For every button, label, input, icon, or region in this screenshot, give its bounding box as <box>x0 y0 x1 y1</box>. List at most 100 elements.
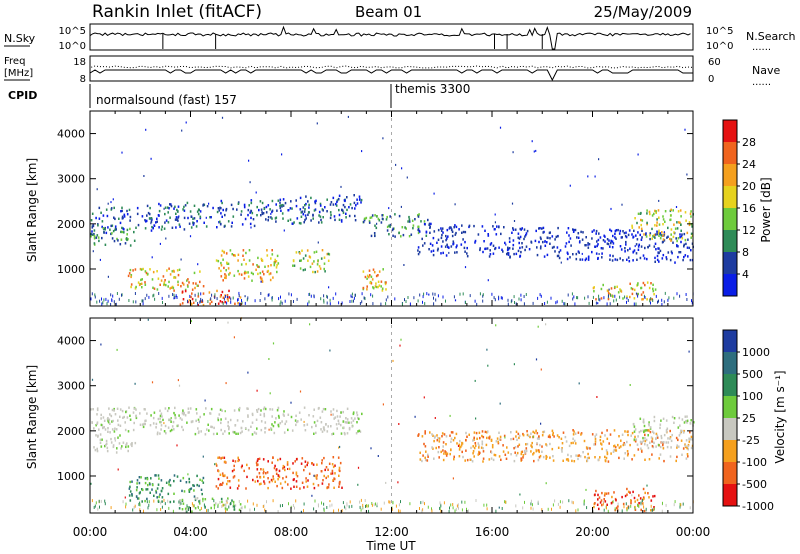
vel-cell <box>133 407 136 410</box>
power-cell <box>342 211 345 214</box>
vel-noise-cell <box>614 507 616 511</box>
power-cell <box>215 259 218 262</box>
power-cell <box>362 286 365 290</box>
power-cell <box>151 218 153 221</box>
vel-cell <box>234 460 237 463</box>
vel-cell <box>662 417 665 420</box>
vel-cell <box>106 449 109 453</box>
power-cell <box>92 233 94 236</box>
vel-noise-cell <box>272 499 274 503</box>
vel-cell <box>204 498 207 501</box>
vel-noise-cell <box>452 503 454 506</box>
vel-cell <box>122 441 125 444</box>
power-cell <box>228 289 230 293</box>
vel-cell <box>164 424 167 428</box>
vel-cell <box>160 489 163 493</box>
vel-cell <box>265 472 267 475</box>
vel-noise-cell <box>421 509 423 513</box>
power-cell <box>464 230 467 234</box>
power-sparse-cell <box>270 212 272 215</box>
power-noise-cell <box>462 292 464 296</box>
power-cell <box>519 254 522 258</box>
power-cell <box>188 281 190 284</box>
vel-cell <box>211 425 213 429</box>
power-noise-cell <box>627 299 629 302</box>
power-cell <box>688 223 691 227</box>
power-cell <box>148 217 151 220</box>
vel-noise-cell <box>331 503 333 507</box>
vel-cell <box>181 425 183 429</box>
power-cell <box>640 211 642 215</box>
power-cell <box>126 233 128 236</box>
power-noise-cell <box>116 292 118 295</box>
power-cell <box>657 247 659 250</box>
vel-cell <box>510 431 512 434</box>
power-cell <box>676 221 678 224</box>
vel-noise-cell <box>547 507 549 511</box>
power-cell <box>657 231 660 235</box>
vel-cell <box>678 416 681 420</box>
power-cell <box>662 253 665 257</box>
power-cell <box>304 254 307 257</box>
power-cell <box>627 233 630 237</box>
vel-noise-cell <box>515 504 517 508</box>
vel-cell <box>322 479 324 482</box>
vel-cell <box>474 444 477 447</box>
vel-cell <box>666 427 669 430</box>
power-cell <box>342 203 345 207</box>
vel-noise-cell <box>461 508 463 512</box>
power-cell <box>312 217 314 220</box>
power-cell <box>375 274 378 278</box>
colorbar-swatch <box>723 230 737 253</box>
power-cell <box>233 254 235 257</box>
power-cell <box>609 245 611 248</box>
power-sparse-cell <box>255 191 257 194</box>
vel-sparse-cell <box>370 447 372 450</box>
power-cell <box>595 298 597 301</box>
vel-cell <box>614 446 617 449</box>
power-cell <box>271 253 274 256</box>
power-cell <box>549 237 551 240</box>
vel-noise-cell <box>221 505 223 508</box>
vel-cell <box>653 506 655 509</box>
power-cell <box>440 229 443 232</box>
power-cell <box>662 238 665 241</box>
vel-noise-cell <box>364 499 366 502</box>
vel-cell <box>272 475 274 478</box>
power-cell <box>330 213 332 217</box>
vel-cell <box>520 452 523 456</box>
power-cell <box>508 247 511 250</box>
vel-cell <box>631 458 633 461</box>
vel-cell <box>438 456 440 459</box>
power-cell <box>652 289 655 293</box>
vel-noise-cell <box>202 499 204 503</box>
vel-cell <box>626 487 628 491</box>
vel-cell <box>202 476 205 480</box>
power-sparse-cell <box>181 129 183 132</box>
power-sparse-cell <box>535 149 537 152</box>
power-noise-cell <box>173 293 175 297</box>
vel-noise-cell <box>689 506 691 510</box>
power-cell <box>299 252 301 255</box>
vel-cell <box>594 440 597 443</box>
vel-cell <box>518 434 521 437</box>
power-cell <box>660 234 662 237</box>
power-cell <box>260 208 263 211</box>
power-cell <box>105 231 108 235</box>
power-cell <box>244 270 246 274</box>
power-cell <box>676 244 678 247</box>
power-cell <box>464 240 466 244</box>
power-noise-cell <box>556 300 558 304</box>
cpid-row: CPID normalsound (fast) 157 themis 3300 <box>8 82 470 108</box>
vel-cell <box>679 424 681 427</box>
vel-cell <box>637 504 639 507</box>
vel-cell <box>256 409 258 412</box>
power-noise-cell <box>691 301 693 305</box>
power-cell <box>665 257 668 261</box>
power-cell <box>427 218 429 222</box>
colorbar-tick-label: 16 <box>742 202 756 215</box>
power-cell <box>653 212 655 216</box>
power-cell <box>502 250 504 253</box>
vel-noise-cell <box>179 502 181 506</box>
power-cell <box>557 254 560 257</box>
